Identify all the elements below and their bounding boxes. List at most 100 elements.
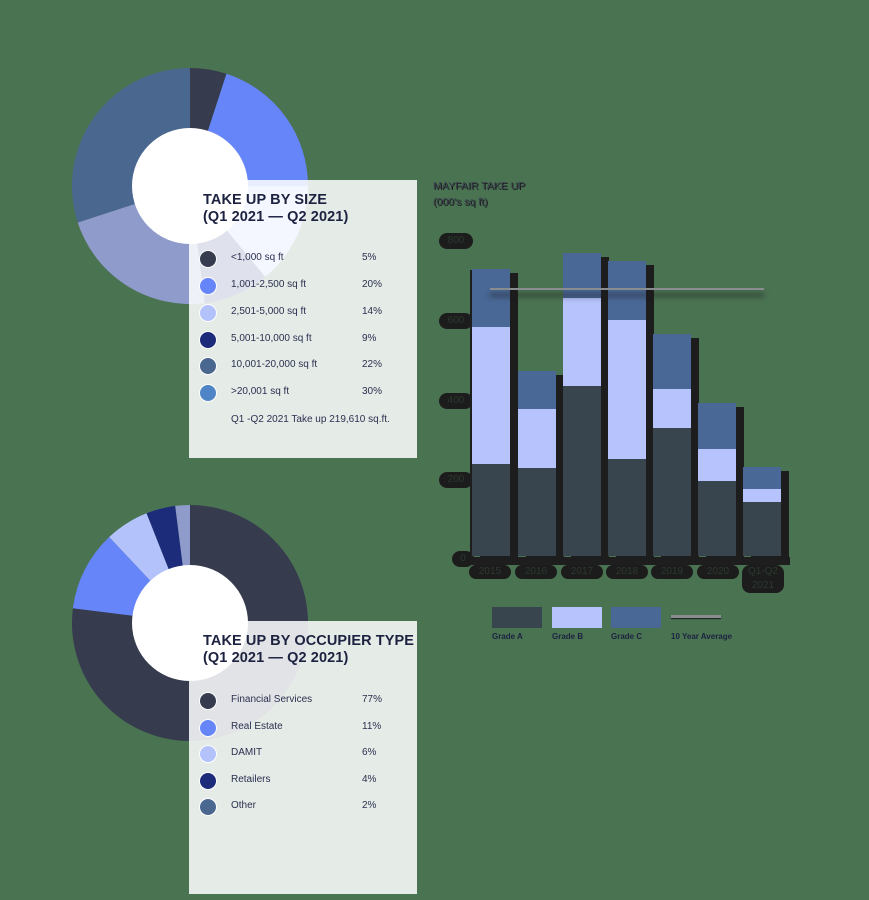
- bar-segment-grade-b: [472, 326, 510, 464]
- bar-segment-grade-c: [698, 403, 736, 449]
- size-legend-item: 5,001-10,000 sq ft 9%: [189, 331, 417, 351]
- bar-segment-grade-c: [743, 466, 781, 489]
- legend-dot-icon: [200, 358, 216, 374]
- stacked-bar: [518, 371, 556, 556]
- legend-percent: 4%: [362, 774, 377, 785]
- legend-line-ten-year-average: [671, 615, 721, 618]
- legend-label: Retailers: [231, 774, 271, 785]
- legend-dot-icon: [200, 251, 216, 267]
- bar-chart-subtitle: (000's sq ft): [433, 196, 488, 208]
- legend-percent: 9%: [362, 333, 377, 344]
- size-legend-item: 2,501-5,000 sq ft 14%: [189, 304, 417, 324]
- legend-dot-icon: [200, 773, 216, 789]
- legend-swatch-grade-a: [492, 607, 542, 628]
- legend-dot-icon: [200, 278, 216, 294]
- stacked-bar: [608, 260, 646, 556]
- legend-percent: 2%: [362, 800, 377, 811]
- bar-segment-grade-a: [563, 386, 601, 556]
- bar-segment-grade-c: [563, 253, 601, 299]
- occupier-legend-card: TAKE UP BY OCCUPIER TYPE (Q1 2021 — Q2 2…: [189, 621, 417, 894]
- y-axis-line: [470, 270, 472, 560]
- x-tick-label: Q1-Q2 2021: [742, 565, 784, 593]
- bar-segment-grade-b: [563, 298, 601, 387]
- y-tick-label: 400: [439, 393, 473, 409]
- bar-chart-title-text: MAYFAIR TAKE UP: [433, 180, 526, 192]
- x-tick-label-line1: Q1-Q2: [747, 566, 778, 577]
- y-tick-label: 200: [439, 472, 473, 488]
- x-axis-line: [470, 557, 790, 565]
- bar-segment-grade-c: [472, 268, 510, 327]
- size-legend-card: TAKE UP BY SIZE (Q1 2021 — Q2 2021) <1,0…: [189, 180, 417, 458]
- size-legend-item: >20,001 sq ft 30%: [189, 384, 417, 404]
- stacked-bar: [653, 334, 691, 556]
- legend-percent: 14%: [362, 306, 383, 317]
- occupier-legend-item: Real Estate 11%: [189, 719, 417, 739]
- y-tick-label: 0: [452, 551, 474, 567]
- x-tick-label: 2020: [697, 565, 739, 579]
- bar-segment-grade-a: [653, 428, 691, 556]
- legend-label-grade-b: Grade B: [552, 632, 584, 641]
- legend-percent: 11%: [362, 721, 382, 732]
- y-tick-label: 600: [439, 313, 473, 329]
- x-tick-label: 2017: [561, 565, 603, 579]
- bar-segment-grade-b: [653, 388, 691, 429]
- legend-label: 5,001-10,000 sq ft: [231, 333, 312, 344]
- bar-segment-grade-a: [472, 463, 510, 556]
- legend-label: DAMIT: [231, 747, 263, 758]
- legend-percent: 77%: [362, 694, 383, 705]
- size-total-note: Q1 -Q2 2021 Take up 219,610 sq.ft.: [231, 414, 390, 425]
- x-tick-label-line2: 2021: [751, 580, 775, 591]
- legend-label: >20,001 sq ft: [231, 386, 290, 397]
- legend-label: <1,000 sq ft: [231, 252, 284, 263]
- legend-dot-icon: [200, 746, 216, 762]
- stacked-bar: [563, 253, 601, 556]
- legend-label: 1,001-2,500 sq ft: [231, 279, 307, 290]
- bar-segment-grade-b: [743, 488, 781, 502]
- legend-label: Other: [231, 800, 257, 811]
- stacked-bar: [472, 268, 510, 556]
- occupier-legend-item: Other 2%: [189, 798, 417, 818]
- legend-percent: 30%: [362, 386, 383, 397]
- occupier-card-title: TAKE UP BY OCCUPIER TYPE (Q1 2021 — Q2 2…: [203, 633, 414, 667]
- size-card-subtitle: (Q1 2021 — Q2 2021): [203, 209, 349, 225]
- legend-dot-icon: [200, 720, 216, 736]
- legend-dot-icon: [200, 385, 216, 401]
- legend-label: 2,501-5,000 sq ft: [231, 306, 307, 317]
- bar-segment-grade-b: [518, 409, 556, 468]
- ten-year-average-line: [490, 288, 764, 290]
- legend-percent: 6%: [362, 747, 377, 758]
- occupier-card-subtitle: (Q1 2021 — Q2 2021): [203, 650, 349, 666]
- stacked-bar: [743, 466, 781, 556]
- bar-chart-title: MAYFAIR TAKE UP (000's sq ft): [433, 178, 525, 210]
- occupier-legend-item: DAMIT 6%: [189, 745, 417, 765]
- size-card-title-text: TAKE UP BY SIZE: [203, 192, 327, 208]
- stacked-bar: [698, 403, 736, 556]
- legend-label-ten-year-average: 10 Year Average: [671, 632, 733, 641]
- legend-swatch-grade-b: [552, 607, 602, 628]
- bar-segment-grade-a: [743, 501, 781, 556]
- size-card-title: TAKE UP BY SIZE (Q1 2021 — Q2 2021): [203, 192, 348, 226]
- y-tick-label: 800: [439, 233, 473, 249]
- occupier-legend-item: Retailers 4%: [189, 772, 417, 792]
- bar-segment-grade-b: [698, 448, 736, 481]
- occupier-card-title-text: TAKE UP BY OCCUPIER TYPE: [203, 633, 415, 649]
- bar-segment-grade-b: [608, 319, 646, 459]
- size-legend-item: <1,000 sq ft 5%: [189, 250, 417, 270]
- size-legend-item: 10,001-20,000 sq ft 22%: [189, 357, 417, 377]
- legend-dot-icon: [200, 305, 216, 321]
- legend-dot-icon: [200, 799, 216, 815]
- legend-label: Financial Services: [231, 694, 313, 705]
- legend-dot-icon: [200, 332, 216, 348]
- occupier-legend-item: Financial Services 77%: [189, 692, 417, 712]
- legend-label-grade-a: Grade A: [492, 632, 523, 641]
- bar-segment-grade-a: [698, 480, 736, 556]
- x-tick-label: 2015: [469, 565, 511, 579]
- size-legend-item: 1,001-2,500 sq ft 20%: [189, 277, 417, 297]
- x-tick-label: 2018: [606, 565, 648, 579]
- legend-percent: 5%: [362, 252, 377, 263]
- x-tick-label: 2016: [515, 565, 557, 579]
- legend-dot-icon: [200, 693, 216, 709]
- bar-segment-grade-c: [653, 334, 691, 389]
- bar-segment-grade-c: [608, 260, 646, 320]
- legend-swatch-grade-c: [611, 607, 661, 628]
